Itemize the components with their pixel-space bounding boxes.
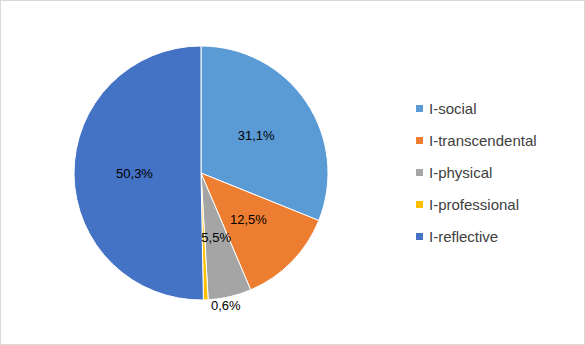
svg-text:0,6%: 0,6% — [211, 298, 241, 313]
svg-text:50,3%: 50,3% — [116, 166, 153, 181]
svg-text:5,5%: 5,5% — [201, 230, 231, 245]
svg-text:I-physical: I-physical — [429, 164, 492, 181]
svg-text:I-professional: I-professional — [429, 196, 519, 213]
svg-text:12,5%: 12,5% — [230, 212, 267, 227]
svg-text:I-social: I-social — [429, 100, 477, 117]
svg-text:I-transcendental: I-transcendental — [429, 132, 537, 149]
svg-text:31,1%: 31,1% — [238, 128, 275, 143]
svg-text:I-reflective: I-reflective — [429, 228, 498, 245]
